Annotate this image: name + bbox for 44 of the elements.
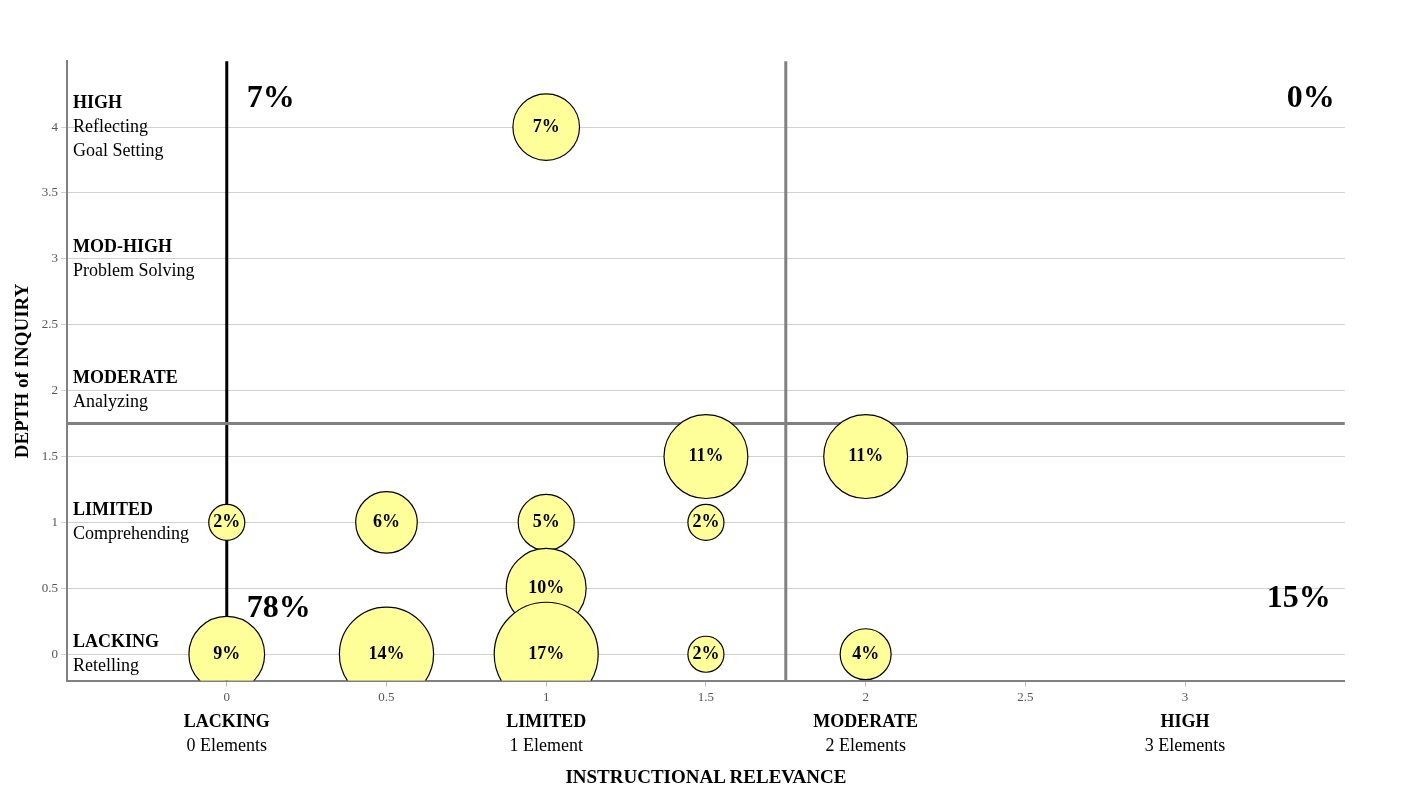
annotation: 11% — [688, 445, 724, 466]
annotation: 78% — [246, 587, 311, 624]
annotation: MOD-HIGH Problem Solving — [73, 235, 195, 280]
x-tick-label: 1 — [542, 688, 550, 704]
x-tick-label: 0.5 — [378, 688, 395, 704]
annotation: 10% — [528, 577, 565, 598]
x-tick-label: 2.5 — [1017, 688, 1034, 704]
annotation: 15% — [1266, 577, 1331, 614]
y-tick-label: 1 — [51, 513, 59, 529]
annotation: LACKING Retelling — [73, 630, 160, 675]
y-tick-label: 3 — [51, 250, 59, 266]
annotation: 14% — [368, 642, 405, 663]
annotation: 11% — [848, 445, 884, 466]
text: HIGH 3 Elements — [1144, 711, 1226, 756]
annotation: HIGH Reflecting Goal Setting — [73, 91, 164, 160]
text: LACKING 0 Elements — [183, 711, 270, 756]
annotation: MODERATE Analyzing — [73, 367, 178, 412]
annotation: 4% — [852, 642, 880, 663]
annotation: 9% — [213, 642, 241, 663]
annotation: 0% — [1286, 78, 1335, 115]
y-tick-label: 2.5 — [41, 316, 59, 332]
y-tick-label: 0.5 — [41, 579, 59, 595]
y-tick-label: 0 — [51, 645, 59, 661]
annotation: 5% — [532, 511, 560, 532]
text: LIMITED 1 Element — [506, 711, 587, 756]
x-axis-title: INSTRUCTIONAL RELEVANCE — [565, 765, 847, 787]
x-tick-label: 1.5 — [697, 688, 715, 704]
annotation: 2% — [692, 642, 720, 663]
y-tick-label: 3.5 — [41, 184, 59, 200]
annotation: LIMITED Comprehending — [73, 499, 190, 544]
y-tick-label: 4 — [51, 118, 59, 134]
x-tick-label: 3 — [1181, 688, 1189, 704]
annotation: 2% — [692, 511, 720, 532]
annotation: 6% — [372, 511, 400, 532]
text: MODERATE 2 Elements — [813, 711, 918, 756]
y-tick-label: 1.5 — [41, 447, 59, 463]
y-tick-label: 2 — [51, 382, 59, 398]
annotation: 17% — [528, 642, 565, 663]
annotation: 7% — [532, 115, 560, 136]
x-tick-label: 2 — [862, 688, 869, 704]
annotation: 7% — [246, 78, 295, 115]
y-axis-title: DEPTH of INQUIRY — [11, 283, 33, 459]
x-tick-label: 0 — [223, 688, 231, 704]
annotation: 2% — [213, 511, 241, 532]
